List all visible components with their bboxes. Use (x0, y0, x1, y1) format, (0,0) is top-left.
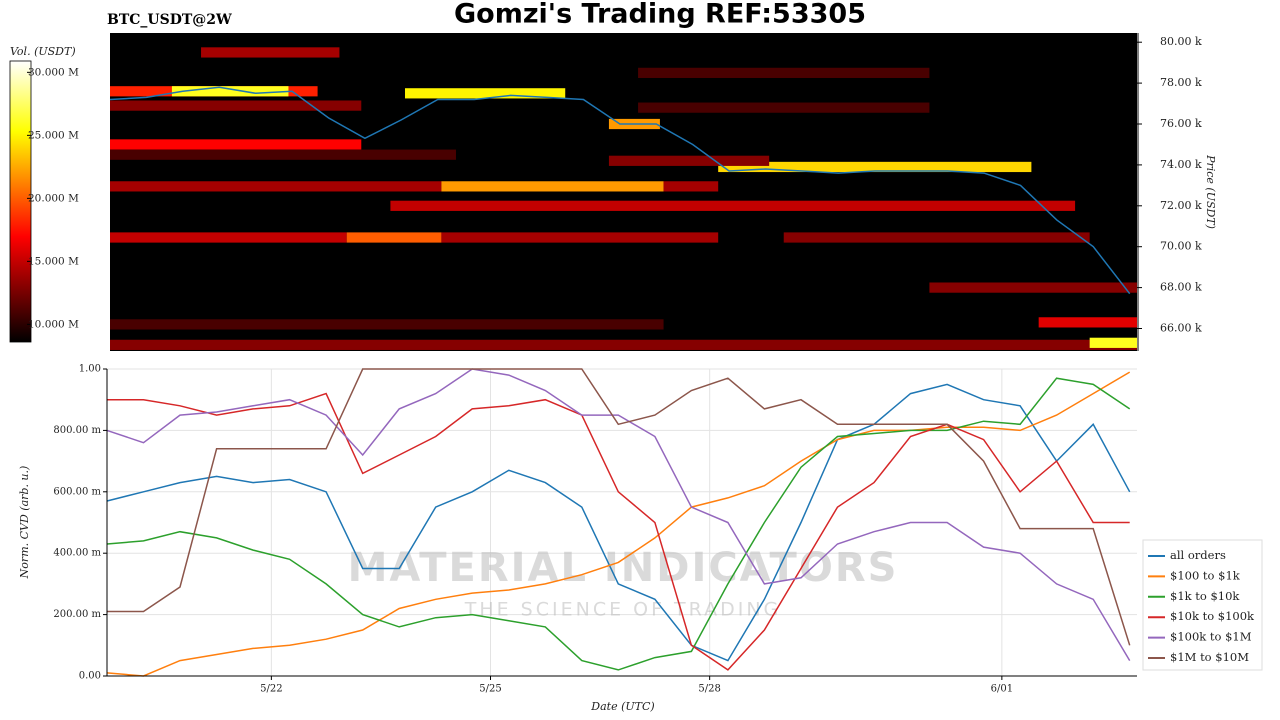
heatmap-cell (441, 181, 664, 192)
heatmap-cell (1038, 317, 1137, 328)
y-axis-label: Price (USDT) (1204, 154, 1217, 229)
legend-label: $100k to $1M (1170, 630, 1252, 644)
cvd-line (106, 383, 1131, 662)
chart-title: Gomzi's Trading REF:53305 (454, 0, 866, 30)
y-tick-label: 68.00 k (1160, 281, 1202, 294)
heatmap-cell (718, 161, 1032, 173)
y-tick-label: 76.00 k (1160, 117, 1202, 130)
heatmap-background (110, 33, 1137, 351)
x-tick-label: 5/28 (698, 684, 720, 695)
x-axis-label: Date (UTC) (590, 700, 654, 713)
legend-label: $10k to $100k (1170, 609, 1255, 623)
x-tick-label: 5/22 (260, 684, 282, 695)
watermark: MATERIAL INDICATORS (348, 545, 899, 591)
heatmap-cell (110, 149, 456, 160)
y-tick-label: 78.00 k (1160, 76, 1202, 89)
colorbar-tick-label: 20.000 M (28, 192, 79, 204)
price-line (109, 86, 1131, 295)
heatmap-cell (638, 102, 930, 113)
legend-label: $100 to $1k (1170, 568, 1241, 582)
colorbar-tick-label: 25.000 M (28, 129, 79, 141)
y-axis-label: Norm. CVD (arb. u.) (18, 466, 31, 580)
heatmap-cell (638, 67, 930, 78)
colorbar-label: Vol. (USDT) (10, 45, 76, 58)
heatmap-cell (171, 86, 289, 97)
cvd-line (106, 368, 1131, 661)
heatmap-cell (201, 47, 340, 58)
heatmap-cell (663, 181, 719, 192)
x-tick-label: 6/01 (991, 684, 1013, 695)
legend-label: $1M to $10M (1170, 650, 1249, 664)
legend-label: all orders (1170, 548, 1226, 562)
colorbar-tick-label: 10.000 M (28, 318, 79, 330)
y-tick-label: 1.00 (79, 364, 101, 375)
heatmap-cell (346, 232, 442, 243)
y-tick-label: 80.00 k (1160, 35, 1202, 48)
colorbar-tick-label: 30.000 M (28, 66, 79, 78)
y-tick-label: 0.00 (79, 671, 101, 682)
heatmap-cell (929, 282, 1137, 293)
cvd-line (106, 371, 1131, 677)
heatmap-cell (110, 100, 362, 111)
x-tick-label: 5/25 (479, 684, 501, 695)
heatmap-cell (110, 232, 347, 243)
y-tick-label: 400.00 m (53, 548, 101, 559)
heatmap-cell (110, 139, 362, 150)
cvd-line (107, 368, 1131, 646)
colorbar-tick-label: 15.000 M (28, 255, 79, 267)
heatmap-cell (110, 339, 1137, 350)
symbol-label: BTC_USDT@2W (107, 12, 232, 28)
y-tick-label: 74.00 k (1160, 158, 1202, 171)
heatmap-cell (1089, 337, 1137, 348)
heatmap-cell (110, 319, 664, 330)
heatmap-cell (441, 232, 719, 243)
heatmap-cell (110, 181, 442, 192)
heatmap-cell (783, 232, 1090, 243)
y-tick-label: 72.00 k (1160, 199, 1202, 212)
heatmap-cell (608, 155, 770, 166)
heatmap-cell (404, 88, 566, 99)
heatmap-cell (390, 200, 1076, 211)
cvd-line (106, 377, 1131, 671)
y-tick-label: 800.00 m (53, 425, 101, 436)
y-tick-label: 600.00 m (53, 486, 101, 497)
watermark: THE SCIENCE OF TRADING (464, 599, 782, 621)
y-tick-label: 200.00 m (53, 609, 101, 620)
legend-label: $1k to $10k (1170, 589, 1240, 603)
legend-box (1142, 539, 1263, 671)
colorbar (9, 60, 32, 343)
y-tick-label: 66.00 k (1160, 322, 1202, 335)
cvd-line (107, 392, 1130, 671)
y-tick-label: 70.00 k (1160, 240, 1202, 253)
